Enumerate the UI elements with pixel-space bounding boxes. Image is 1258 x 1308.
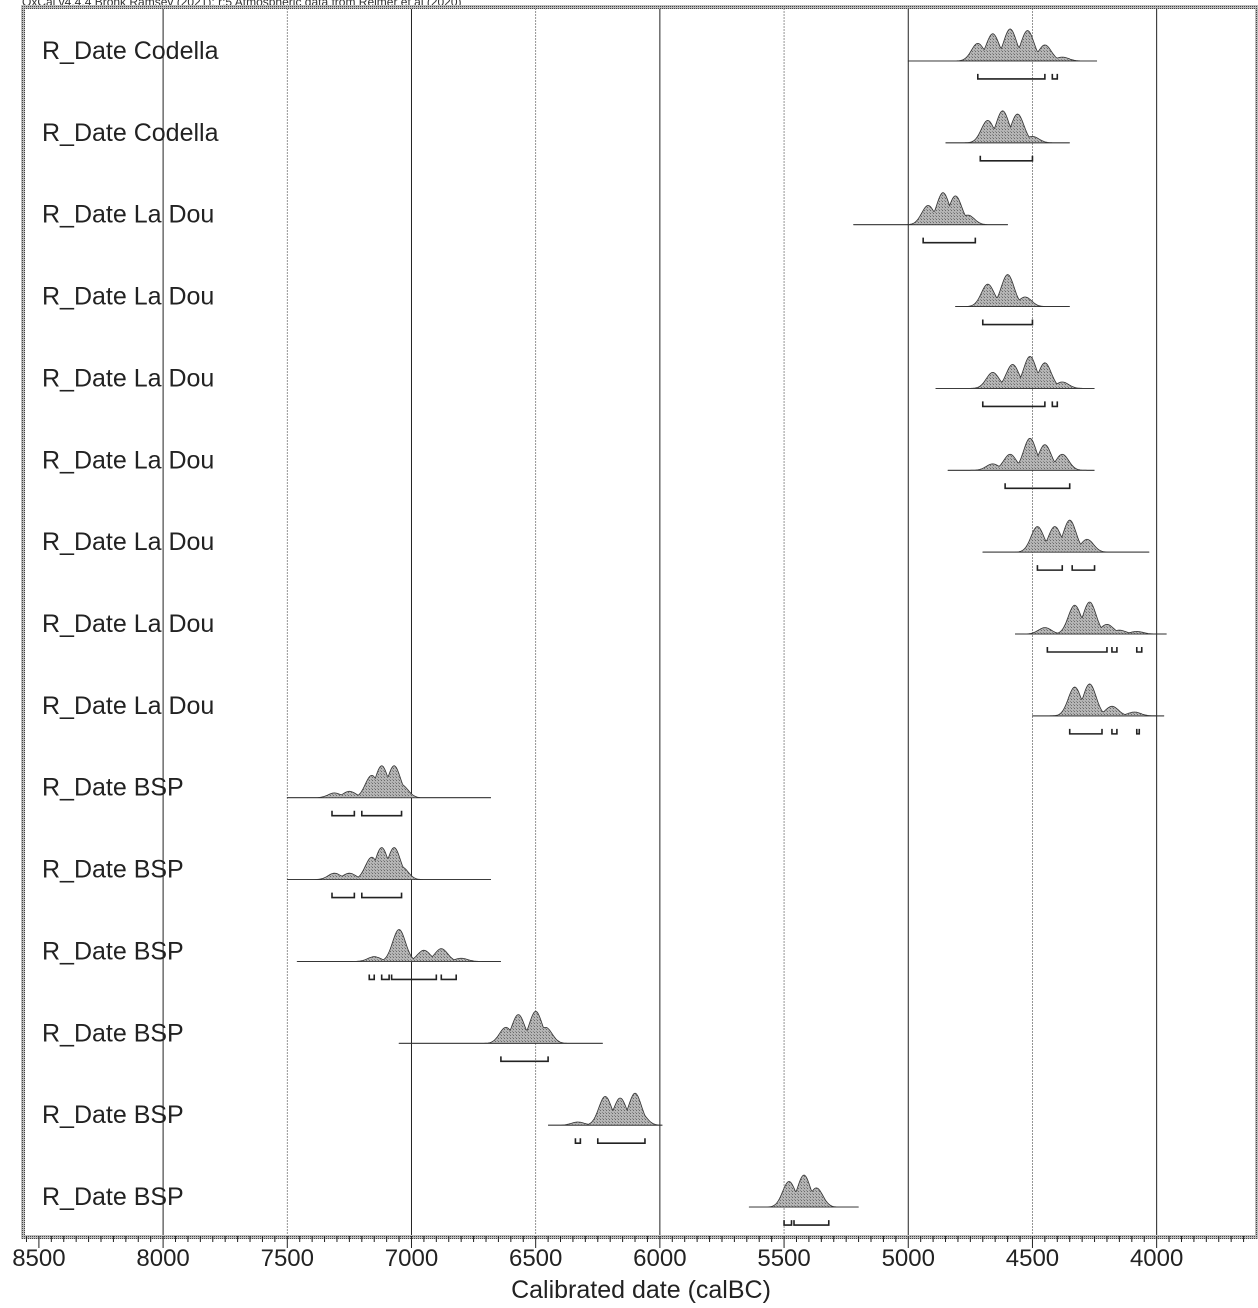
hpd-range-bracket: [1036, 565, 1064, 571]
hpd-range-bracket: [979, 155, 1034, 162]
series-row: R_Date BSP: [42, 1010, 603, 1063]
series-row: R_Date BSP: [42, 847, 491, 899]
hpd-range-bracket: [793, 1220, 830, 1226]
attribution-text: OxCal v4.4.4 Bronk Ramsey (2021); r:5 At…: [22, 0, 462, 9]
probability-distribution: [286, 765, 492, 799]
series-label: R_Date La Dou: [42, 610, 214, 638]
probability-distribution: [398, 1010, 603, 1044]
series-row: R_Date BSP: [42, 1092, 663, 1144]
tick-label: 6000: [633, 1245, 686, 1272]
series-label: R_Date Codella: [42, 37, 219, 65]
series-row: R_Date La Dou: [42, 274, 1070, 326]
hpd-range-bracket: [1051, 401, 1059, 408]
series-row: R_Date La Dou: [42, 601, 1167, 653]
hpd-range-bracket: [1135, 728, 1141, 735]
series-label: R_Date BSP: [42, 1101, 184, 1129]
probability-distribution: [955, 274, 1070, 307]
probability-distribution: [982, 519, 1150, 553]
probability-distribution: [945, 110, 1070, 144]
hpd-range-bracket: [1071, 565, 1096, 571]
series-row: R_Date La Dou: [42, 356, 1095, 408]
hpd-range-bracket: [977, 73, 1046, 80]
series-label: R_Date BSP: [42, 1019, 184, 1047]
probability-distribution: [1032, 683, 1165, 717]
series-label: R_Date Codella: [42, 119, 219, 147]
series-label: R_Date La Dou: [42, 201, 214, 229]
tick-label: 6500: [509, 1245, 562, 1272]
frame-top: [21, 5, 1258, 9]
series-label: R_Date La Dou: [42, 528, 214, 556]
hpd-range-bracket: [368, 974, 376, 981]
tick-label: 8500: [12, 1245, 65, 1272]
hpd-range-bracket: [783, 1220, 793, 1226]
tick-label: 4500: [1006, 1245, 1059, 1272]
tick-label: 5000: [882, 1245, 935, 1272]
plot-frame: [21, 5, 1258, 1239]
series-row: R_Date BSP: [42, 929, 501, 981]
series-row: R_Date La Dou: [42, 683, 1165, 735]
series-label: R_Date BSP: [42, 856, 184, 884]
series-label: R_Date BSP: [42, 774, 184, 802]
vertical-gridlines: [162, 8, 1158, 1236]
probability-distribution: [947, 437, 1095, 471]
series-row: R_Date Codella: [42, 28, 1098, 80]
probability-distribution: [935, 356, 1095, 389]
series-row: R_Date BSP: [42, 765, 492, 817]
series-group: R_Date Codella R_Date Codella R_Date La Do…: [42, 28, 1167, 1226]
hpd-range-bracket: [922, 237, 977, 244]
tick-label: 8000: [136, 1245, 189, 1272]
hpd-range-bracket: [331, 892, 356, 899]
series-label: R_Date BSP: [42, 1183, 184, 1211]
series-label: R_Date La Dou: [42, 692, 214, 720]
hpd-range-bracket: [1111, 728, 1118, 735]
series-label: R_Date La Dou: [42, 283, 214, 311]
probability-distribution: [1015, 601, 1167, 635]
probability-distribution: [907, 28, 1098, 62]
x-axis-title: Calibrated date (calBC): [511, 1276, 771, 1304]
hpd-range-bracket: [1004, 483, 1071, 490]
hpd-range-bracket: [380, 974, 390, 981]
hpd-range-bracket: [981, 319, 1034, 326]
hpd-range-bracket: [361, 810, 403, 817]
probability-distribution: [853, 192, 1008, 226]
x-axis: 8500 8000 7500 7000 6500 6000 5500 5000 4500 4000: [12, 1236, 1245, 1272]
hpd-range-bracket: [981, 401, 1046, 408]
hpd-range-bracket: [1111, 647, 1118, 653]
hpd-range-bracket: [390, 974, 438, 981]
hpd-range-bracket: [1051, 73, 1059, 80]
probability-distribution: [296, 929, 501, 962]
tick-label: 5500: [757, 1245, 810, 1272]
tick-label: 4000: [1130, 1245, 1183, 1272]
hpd-range-bracket: [361, 892, 403, 899]
probability-distribution: [748, 1174, 859, 1208]
hpd-range-bracket: [1046, 647, 1108, 653]
hpd-range-bracket: [440, 974, 457, 981]
hpd-range-bracket: [500, 1056, 549, 1063]
probability-distribution: [548, 1092, 663, 1126]
series-row: R_Date La Dou: [42, 192, 1008, 244]
hpd-range-bracket: [1068, 728, 1103, 735]
tick-label: 7500: [261, 1245, 314, 1272]
series-row: R_Date La Dou: [42, 519, 1150, 571]
tick-label: 7000: [385, 1245, 438, 1272]
hpd-range-bracket: [596, 1138, 646, 1144]
frame-left: [21, 5, 25, 1239]
hpd-range-bracket: [574, 1138, 582, 1144]
series-label: R_Date La Dou: [42, 446, 214, 474]
series-label: R_Date BSP: [42, 937, 184, 965]
frame-right: [1255, 5, 1258, 1239]
series-row: R_Date BSP: [42, 1174, 859, 1226]
series-label: R_Date La Dou: [42, 364, 214, 392]
hpd-range-bracket: [331, 810, 356, 817]
probability-distribution: [287, 847, 491, 880]
frame-bottom: [21, 1235, 1258, 1239]
hpd-range-bracket: [1135, 647, 1143, 653]
series-row: R_Date La Dou: [42, 437, 1095, 490]
series-row: R_Date Codella: [42, 110, 1070, 162]
